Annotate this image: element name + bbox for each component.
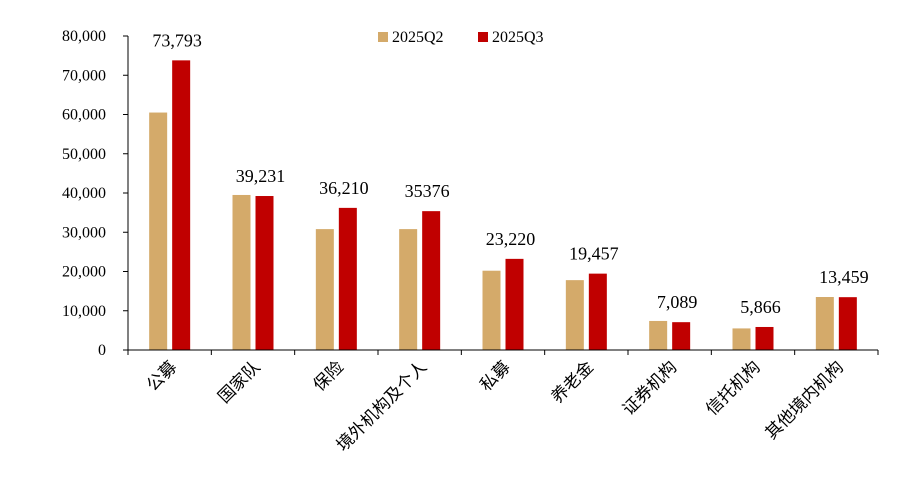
bar-2025q2 [815, 297, 834, 350]
data-label: 19,457 [569, 244, 619, 264]
x-tick-label: 养老金 [548, 357, 598, 407]
data-label: 35376 [405, 181, 450, 201]
bar-2025q3 [838, 297, 857, 350]
y-tick-label: 80,000 [62, 28, 106, 45]
bar-2025q3 [505, 258, 524, 350]
y-tick-label: 20,000 [62, 264, 106, 281]
bar-2025q2 [399, 229, 418, 350]
x-tick-label: 信托机构 [702, 357, 764, 419]
y-tick-label: 30,000 [62, 224, 106, 241]
x-tick-label: 境外机构及个人 [333, 357, 431, 455]
x-tick-label: 保险 [310, 357, 348, 395]
bar-2025q3 [255, 196, 274, 350]
bar-2025q2 [315, 229, 334, 350]
bar-2025q3 [172, 60, 191, 350]
data-label: 36,210 [319, 178, 369, 198]
x-tick-label: 公募 [143, 357, 181, 395]
bar-2025q2 [149, 112, 168, 350]
bar-2025q2 [232, 194, 251, 350]
data-label: 5,866 [740, 297, 781, 317]
bar-2025q3 [338, 207, 357, 350]
data-label: 39,231 [236, 166, 286, 186]
bar-2025q3 [422, 211, 441, 350]
bar-2025q2 [649, 320, 668, 350]
x-tick-label: 国家队 [214, 357, 264, 407]
y-tick-label: 60,000 [62, 107, 106, 124]
bar-2025q2 [565, 280, 584, 350]
legend-label: 2025Q3 [492, 29, 544, 46]
y-tick-label: 70,000 [62, 67, 106, 84]
y-tick-label: 40,000 [62, 185, 106, 202]
y-tick-label: 50,000 [62, 146, 106, 163]
bar-2025q3 [672, 322, 691, 350]
data-label: 73,793 [152, 30, 202, 50]
y-axis: 0 10,000 20,000 30,000 40,000 50,000 60,000 70,… [62, 28, 129, 359]
bar-2025q2 [482, 270, 501, 350]
bar-2025q3 [755, 326, 774, 350]
y-tick-label: 10,000 [62, 303, 106, 320]
data-label: 7,089 [657, 292, 698, 312]
bar-2025q3 [588, 273, 607, 350]
x-tick-label: 私募 [476, 357, 514, 395]
legend-swatch [378, 32, 388, 42]
bars [149, 60, 857, 350]
data-labels: 73,793 39,231 36,210 35376 23,220 19,457 7,089… [152, 30, 868, 317]
data-label: 23,220 [486, 229, 536, 249]
legend-label: 2025Q2 [392, 29, 444, 46]
bar-2025q2 [732, 328, 751, 350]
x-tick-label: 其他境内机构 [762, 357, 848, 443]
y-tick-label: 0 [98, 342, 106, 359]
x-tick-label: 证券机构 [619, 357, 681, 419]
data-label: 13,459 [819, 267, 869, 287]
legend-swatch [478, 32, 488, 42]
legend: 2025Q2 2025Q3 [378, 29, 544, 46]
